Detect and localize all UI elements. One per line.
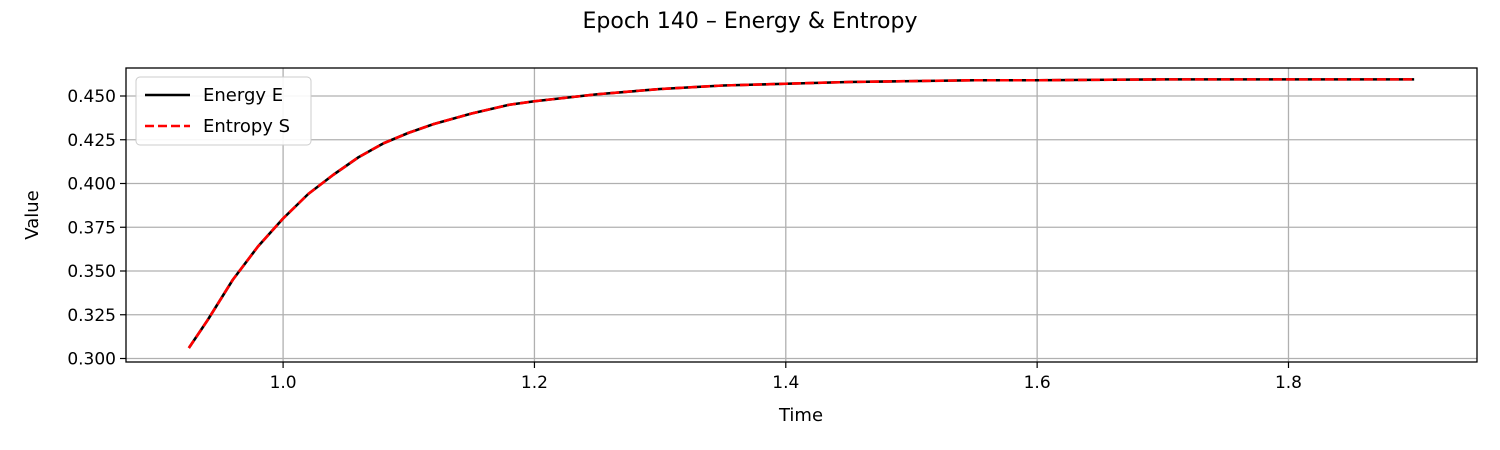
x-tick-label: 1.6: [1024, 373, 1051, 393]
x-tick-label: 1.4: [772, 373, 799, 393]
y-tick-label: 0.450: [67, 87, 116, 107]
x-tick-label: 1.0: [270, 373, 297, 393]
grid: [126, 68, 1477, 362]
plot-frame: [125, 67, 1478, 363]
y-tick-label: 0.325: [67, 306, 116, 326]
y-axis-label: Value: [22, 190, 43, 239]
x-tick-label: 1.2: [521, 373, 548, 393]
y-tick-label: 0.375: [67, 218, 116, 238]
y-tick-label: 0.425: [67, 131, 116, 151]
legend: Energy E Entropy S: [135, 76, 312, 146]
y-axis: 0.300 0.325 0.350 0.375 0.400 0.425 0.450: [67, 87, 126, 370]
y-tick-label: 0.400: [67, 175, 116, 195]
series-line-energy-e: [187, 78, 1415, 349]
x-axis-label: Time: [778, 405, 823, 426]
y-tick-label: 0.350: [67, 262, 116, 282]
chart-title: Epoch 140 – Energy & Entropy: [583, 9, 918, 34]
series-lines: [187, 78, 1415, 349]
x-axis: 1.0 1.2 1.4 1.6 1.8: [270, 362, 1302, 393]
legend-label-energy: Energy E: [203, 85, 283, 106]
series-line-entropy-s: [187, 78, 1415, 349]
y-tick-label: 0.300: [67, 350, 116, 370]
x-tick-label: 1.8: [1275, 373, 1302, 393]
legend-label-entropy: Entropy S: [203, 116, 290, 137]
